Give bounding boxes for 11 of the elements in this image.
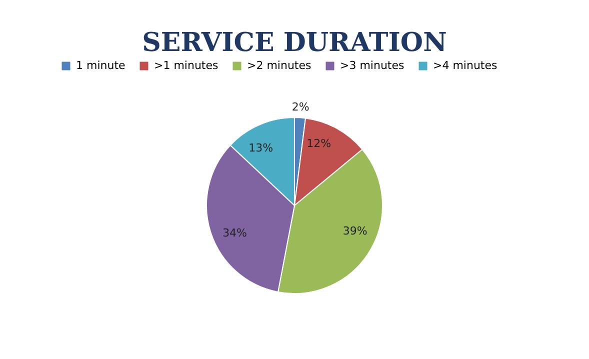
data-label: 12% — [306, 137, 332, 150]
data-label: 39% — [342, 224, 368, 238]
data-label: 13% — [248, 142, 274, 155]
data-label: 2% — [292, 100, 310, 114]
legend-label: >4 minutes — [433, 59, 498, 72]
legend-label: >2 minutes — [247, 59, 312, 72]
legend-label: 1 minute — [76, 59, 126, 72]
legend-label: >1 minutes — [154, 59, 219, 72]
legend-label: >3 minutes — [340, 59, 405, 72]
data-label: 34% — [222, 226, 248, 240]
chart-title: SERVICE DURATION — [142, 28, 447, 58]
